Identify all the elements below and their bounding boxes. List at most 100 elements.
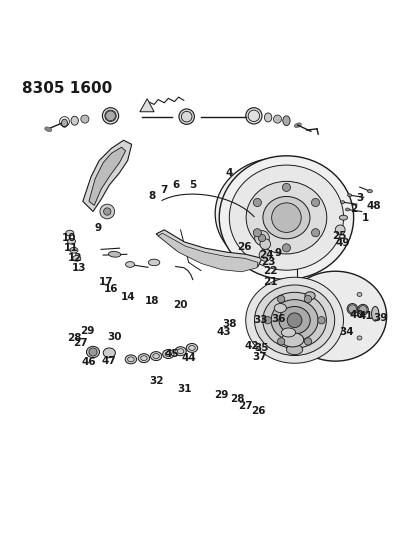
Ellipse shape (138, 354, 149, 362)
Text: 29: 29 (213, 390, 228, 400)
Text: 34: 34 (339, 327, 353, 337)
Text: 37: 37 (252, 352, 267, 362)
Text: 38: 38 (222, 319, 236, 329)
Circle shape (348, 305, 355, 313)
Ellipse shape (103, 348, 115, 358)
Circle shape (263, 317, 271, 324)
Circle shape (311, 229, 319, 237)
Ellipse shape (61, 119, 67, 127)
Ellipse shape (108, 252, 120, 257)
Text: 11: 11 (63, 243, 78, 253)
Ellipse shape (45, 127, 52, 132)
Ellipse shape (223, 165, 333, 262)
Text: 26: 26 (236, 242, 251, 252)
Text: 49: 49 (335, 238, 349, 248)
Text: 43: 43 (216, 327, 230, 337)
Ellipse shape (262, 197, 309, 239)
Text: 4: 4 (225, 168, 233, 178)
Ellipse shape (294, 123, 301, 127)
Ellipse shape (70, 247, 78, 253)
Ellipse shape (274, 304, 286, 312)
Text: 33: 33 (252, 315, 267, 325)
Text: 14: 14 (120, 292, 135, 302)
Circle shape (303, 338, 311, 345)
Ellipse shape (162, 350, 174, 359)
Ellipse shape (175, 347, 186, 356)
Ellipse shape (125, 262, 134, 268)
Ellipse shape (308, 293, 313, 296)
Ellipse shape (345, 208, 349, 211)
Circle shape (258, 249, 271, 261)
Ellipse shape (340, 201, 344, 204)
Ellipse shape (245, 108, 261, 124)
Text: 10: 10 (61, 233, 76, 243)
Circle shape (273, 115, 281, 123)
Ellipse shape (281, 333, 303, 347)
Ellipse shape (304, 292, 315, 300)
Text: 24: 24 (258, 250, 273, 260)
Ellipse shape (339, 215, 347, 220)
Text: 30: 30 (107, 333, 121, 342)
Circle shape (258, 235, 265, 241)
Text: 27: 27 (73, 338, 88, 348)
Ellipse shape (308, 336, 313, 340)
Text: 17: 17 (99, 277, 113, 287)
Ellipse shape (215, 158, 341, 269)
Circle shape (335, 225, 344, 235)
Text: 6: 6 (173, 180, 180, 190)
Ellipse shape (254, 285, 334, 356)
Text: 16: 16 (104, 284, 118, 294)
Text: 44: 44 (181, 353, 196, 363)
Text: 9: 9 (94, 223, 101, 233)
Ellipse shape (102, 108, 118, 124)
Ellipse shape (71, 116, 78, 125)
Ellipse shape (229, 165, 343, 270)
Circle shape (277, 338, 284, 345)
Ellipse shape (281, 328, 295, 337)
Circle shape (271, 203, 301, 232)
Circle shape (254, 231, 269, 245)
Ellipse shape (357, 304, 367, 315)
Circle shape (282, 183, 290, 191)
Text: 47: 47 (102, 356, 117, 366)
Ellipse shape (278, 306, 310, 334)
Circle shape (282, 244, 290, 252)
Circle shape (89, 348, 97, 356)
Ellipse shape (178, 109, 194, 124)
Circle shape (103, 208, 111, 215)
Text: 29: 29 (79, 326, 94, 336)
Text: 1: 1 (361, 213, 369, 223)
Ellipse shape (148, 259, 160, 265)
Text: 8: 8 (148, 191, 155, 201)
Ellipse shape (150, 352, 162, 360)
Polygon shape (139, 99, 154, 112)
Text: 31: 31 (177, 384, 191, 394)
Ellipse shape (356, 336, 361, 340)
Text: 23: 23 (260, 257, 275, 268)
Text: 36: 36 (270, 314, 285, 325)
Text: 35: 35 (254, 343, 269, 353)
Ellipse shape (371, 306, 378, 321)
Polygon shape (89, 147, 125, 205)
Ellipse shape (241, 181, 314, 246)
Text: 40: 40 (348, 310, 363, 320)
Text: 48: 48 (366, 201, 380, 211)
Text: 7: 7 (160, 185, 168, 195)
Circle shape (81, 115, 89, 123)
Text: 27: 27 (238, 401, 252, 411)
Ellipse shape (245, 181, 326, 254)
Text: 41: 41 (357, 311, 372, 321)
Circle shape (253, 198, 261, 207)
Ellipse shape (67, 238, 75, 244)
Polygon shape (83, 140, 131, 212)
Text: 18: 18 (144, 296, 159, 306)
Ellipse shape (219, 156, 353, 279)
Text: 2: 2 (349, 205, 356, 214)
Ellipse shape (65, 230, 74, 236)
Text: 46: 46 (81, 357, 96, 367)
Circle shape (311, 198, 319, 207)
Circle shape (100, 204, 115, 219)
Text: 20: 20 (173, 300, 187, 310)
Ellipse shape (86, 346, 99, 358)
Text: 8305 1600: 8305 1600 (22, 81, 112, 96)
